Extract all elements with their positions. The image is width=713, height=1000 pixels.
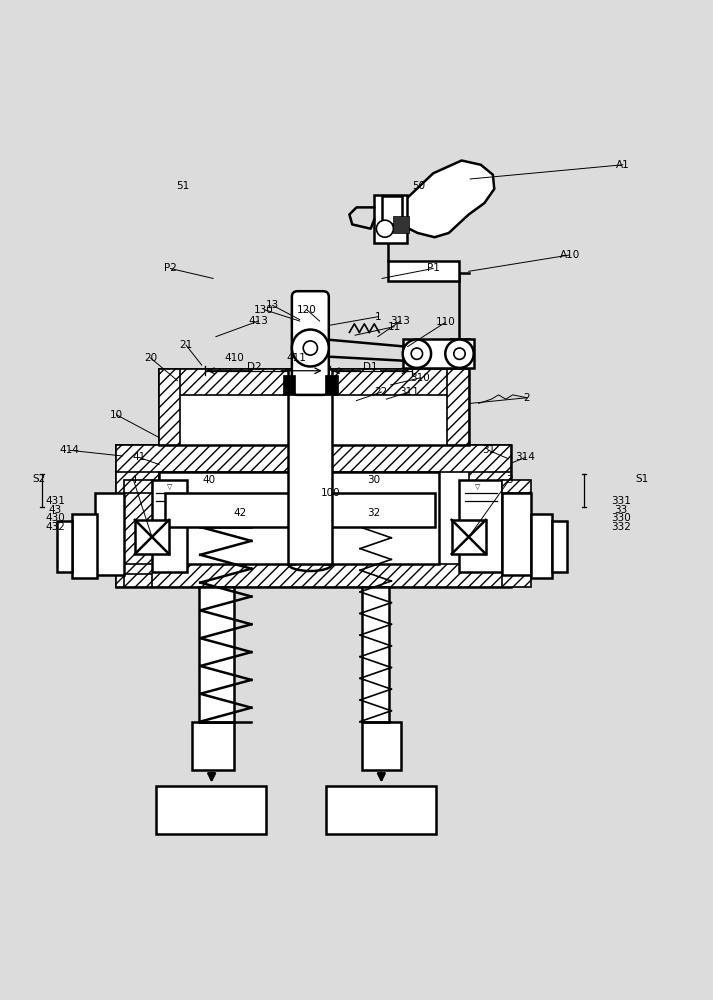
Text: 50: 50: [412, 181, 426, 191]
Polygon shape: [401, 161, 494, 237]
Text: S2: S2: [32, 474, 46, 484]
Text: 410: 410: [225, 353, 245, 363]
Bar: [282, 375, 295, 395]
Text: D1: D1: [364, 362, 378, 372]
Circle shape: [292, 330, 329, 366]
Bar: [502, 574, 530, 587]
Text: 4: 4: [130, 475, 137, 485]
Text: 411: 411: [287, 353, 307, 363]
Text: 330: 330: [611, 513, 630, 523]
Text: 130: 130: [255, 305, 274, 315]
Bar: [73, 514, 96, 578]
Bar: [123, 574, 152, 587]
Bar: [156, 786, 266, 834]
Text: 1: 1: [374, 312, 381, 322]
Bar: [362, 587, 389, 722]
Bar: [382, 196, 402, 224]
Circle shape: [411, 348, 423, 359]
Text: 22: 22: [375, 387, 388, 397]
Text: 21: 21: [180, 340, 193, 350]
Text: 413: 413: [249, 316, 268, 326]
Text: 30: 30: [367, 475, 380, 485]
Bar: [288, 369, 332, 564]
Bar: [57, 521, 73, 572]
Text: 310: 310: [411, 373, 430, 383]
FancyBboxPatch shape: [292, 291, 329, 395]
Text: 13: 13: [266, 300, 279, 310]
Bar: [459, 480, 502, 572]
Text: 431: 431: [46, 496, 66, 506]
Text: 332: 332: [611, 522, 630, 532]
Bar: [389, 261, 459, 281]
Text: 33: 33: [614, 505, 627, 515]
Bar: [329, 493, 435, 527]
Text: ▽: ▽: [167, 484, 173, 490]
Bar: [326, 786, 436, 834]
Text: 20: 20: [144, 353, 157, 363]
Bar: [116, 445, 159, 587]
Bar: [159, 369, 468, 395]
Text: 331: 331: [611, 496, 630, 506]
Text: 100: 100: [321, 488, 341, 498]
Circle shape: [403, 339, 431, 368]
Bar: [325, 375, 338, 395]
Text: A1: A1: [616, 160, 630, 170]
Bar: [159, 472, 294, 564]
Bar: [294, 472, 325, 564]
Text: D2: D2: [247, 362, 262, 372]
Bar: [502, 480, 530, 493]
Bar: [468, 445, 511, 587]
Text: A10: A10: [560, 250, 580, 260]
Bar: [448, 369, 468, 445]
Text: 311: 311: [399, 387, 419, 397]
Text: 43: 43: [48, 505, 62, 515]
Bar: [116, 564, 511, 587]
Bar: [374, 195, 407, 243]
Bar: [362, 722, 401, 770]
Bar: [95, 493, 123, 575]
Text: 3: 3: [506, 475, 513, 485]
Text: 41: 41: [133, 452, 145, 462]
Text: 313: 313: [391, 316, 411, 326]
Text: 31: 31: [482, 445, 496, 455]
Text: 10: 10: [110, 410, 123, 420]
Text: 430: 430: [46, 513, 66, 523]
Bar: [159, 369, 468, 445]
Bar: [192, 722, 235, 770]
Bar: [165, 493, 289, 527]
Text: 120: 120: [297, 305, 317, 315]
Bar: [530, 514, 552, 578]
Bar: [552, 521, 568, 572]
Bar: [152, 480, 188, 572]
Bar: [116, 445, 511, 472]
Text: 32: 32: [367, 508, 380, 518]
Text: 51: 51: [177, 181, 190, 191]
Text: S1: S1: [635, 474, 649, 484]
Text: 40: 40: [202, 475, 215, 485]
Bar: [116, 445, 511, 587]
Text: 11: 11: [388, 322, 401, 332]
Circle shape: [453, 348, 465, 359]
Circle shape: [376, 220, 394, 237]
Bar: [451, 520, 486, 554]
Text: 42: 42: [233, 508, 247, 518]
Bar: [403, 339, 473, 368]
Bar: [159, 369, 180, 445]
Text: 414: 414: [60, 445, 80, 455]
Circle shape: [303, 341, 317, 355]
Text: 2: 2: [523, 393, 530, 403]
Bar: [502, 493, 530, 575]
Bar: [325, 472, 439, 564]
Text: ▽: ▽: [475, 484, 480, 490]
Circle shape: [446, 339, 473, 368]
Bar: [135, 520, 169, 554]
Bar: [394, 216, 409, 233]
Bar: [123, 480, 152, 493]
Text: P1: P1: [427, 263, 440, 273]
Bar: [199, 587, 235, 722]
Text: P2: P2: [164, 263, 177, 273]
Text: 314: 314: [515, 452, 535, 462]
Text: 432: 432: [46, 522, 66, 532]
Text: 110: 110: [436, 317, 455, 327]
